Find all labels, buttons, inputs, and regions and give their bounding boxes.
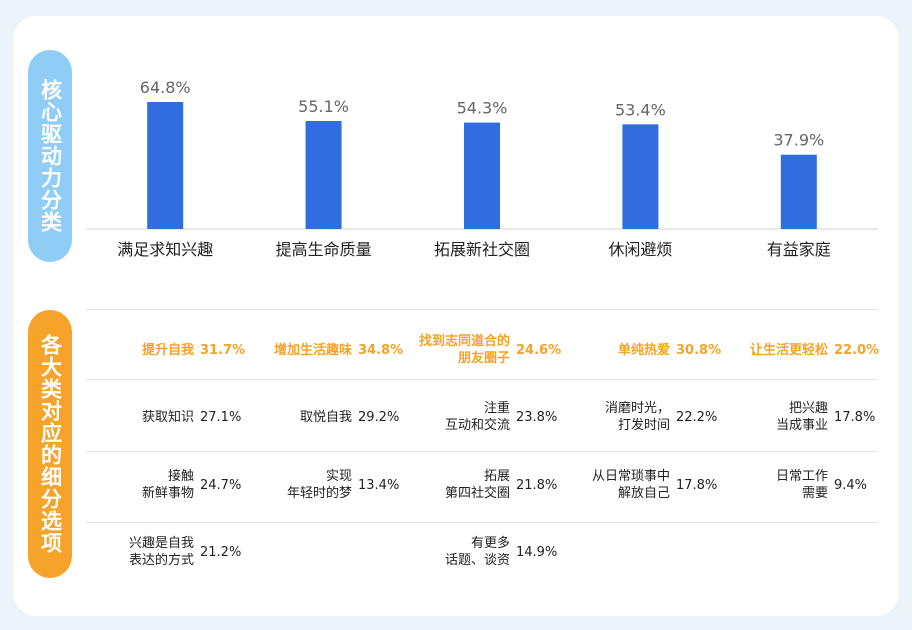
option-percent: 27.1% [200, 409, 242, 425]
option-label: 接触 新鲜事物 [141, 469, 194, 501]
table-divider [86, 379, 878, 380]
option-percent: 22.2% [676, 409, 718, 425]
header-label: 提升自我 [141, 342, 194, 358]
bar-chart: 64.8% 满足求知兴趣 55.1% 提高生命质量 54.3% 拓展新社交圈 53.4% 休闲… [86, 78, 878, 259]
option-percent: 21.2% [200, 544, 242, 560]
bar-4 [622, 124, 659, 229]
option-label: 拓展 第四社交圈 [444, 469, 510, 501]
sub-option-cell: 获取知识 27.1% [86, 397, 244, 437]
bar-value-label-2: 55.1% [298, 97, 349, 116]
category-header: 单纯热爱 30.8% [562, 330, 722, 370]
core-drivers-label: 核心驱动力分类 [28, 50, 72, 262]
category-label-3: 拓展新社交圈 [434, 240, 530, 259]
option-percent: 13.4% [358, 477, 400, 493]
sub-option-cell: 取悦自我 29.2% [244, 397, 402, 437]
option-label: 实现 年轻时的梦 [286, 469, 352, 501]
sub-option-cell: 拓展 第四社交圈 21.8% [402, 465, 560, 505]
category-header: 让生活更轻松 22.0% [720, 330, 880, 370]
table-divider [86, 451, 878, 452]
category-header: 提升自我 31.7% [86, 330, 246, 370]
category-label-2: 提高生命质量 [276, 240, 372, 259]
header-percent: 30.8% [676, 342, 722, 358]
sub-option-cell: 把兴趣 当成事业 17.8% [720, 397, 878, 437]
category-label-1: 满足求知兴趣 [117, 240, 213, 259]
table-divider [86, 522, 878, 523]
bar-5 [780, 154, 817, 229]
sub-option-cell: 从日常琐事中 解放自己 17.8% [562, 465, 720, 505]
option-percent: 29.2% [358, 409, 400, 425]
header-label: 单纯热爱 [617, 342, 670, 358]
option-label: 有更多 话题、谈资 [444, 536, 510, 568]
sub-option-cell: 注重 互动和交流 23.8% [402, 397, 560, 437]
category-label-4: 休闲避烦 [608, 240, 672, 259]
sub-options-label: 各大类对应的细分选项 [28, 310, 72, 578]
sub-option-cell: 实现 年轻时的梦 13.4% [244, 465, 402, 505]
bar-value-label-4: 53.4% [615, 100, 666, 119]
header-percent: 22.0% [834, 342, 880, 358]
option-label: 取悦自我 [299, 409, 352, 425]
option-percent: 17.8% [676, 477, 718, 493]
option-label: 兴趣是自我 表达的方式 [128, 536, 194, 568]
bar-3 [464, 122, 500, 229]
header-label: 增加生活趣味 [273, 342, 352, 358]
header-label: 让生活更轻松 [749, 342, 828, 358]
option-label: 把兴趣 当成事业 [775, 401, 828, 433]
header-label: 找到志同道合的 朋友圈子 [418, 334, 510, 366]
option-percent: 17.8% [834, 409, 876, 425]
option-percent: 21.8% [516, 477, 558, 493]
option-percent: 14.9% [516, 544, 558, 560]
bar-value-label-3: 54.3% [457, 99, 508, 118]
sub-option-cell: 接触 新鲜事物 24.7% [86, 465, 244, 505]
option-percent: 23.8% [516, 409, 558, 425]
option-label: 获取知识 [141, 409, 194, 425]
bar-value-label-5: 37.9% [773, 131, 824, 150]
category-label-5: 有益家庭 [767, 240, 831, 259]
sub-option-cell: 兴趣是自我 表达的方式 21.2% [86, 532, 244, 572]
sub-option-cell: 消磨时光， 打发时间 22.2% [562, 397, 720, 437]
table-divider [86, 309, 878, 310]
option-percent: 9.4% [834, 477, 868, 493]
header-percent: 34.8% [358, 342, 404, 358]
sub-option-cell: 有更多 话题、谈资 14.9% [402, 532, 560, 572]
category-header: 增加生活趣味 34.8% [244, 330, 404, 370]
option-percent: 24.7% [200, 477, 242, 493]
option-label: 注重 互动和交流 [444, 401, 510, 433]
header-percent: 31.7% [200, 342, 246, 358]
option-label: 消磨时光， 打发时间 [604, 401, 670, 433]
option-label: 从日常琐事中 解放自己 [591, 469, 670, 501]
header-percent: 24.6% [516, 342, 562, 358]
bar-2 [305, 121, 342, 229]
bar-value-label-1: 64.8% [140, 78, 191, 97]
bar-1 [147, 102, 184, 229]
category-header: 找到志同道合的 朋友圈子 24.6% [402, 330, 562, 370]
sub-option-cell: 日常工作 需要 9.4% [720, 465, 878, 505]
option-label: 日常工作 需要 [775, 469, 828, 501]
